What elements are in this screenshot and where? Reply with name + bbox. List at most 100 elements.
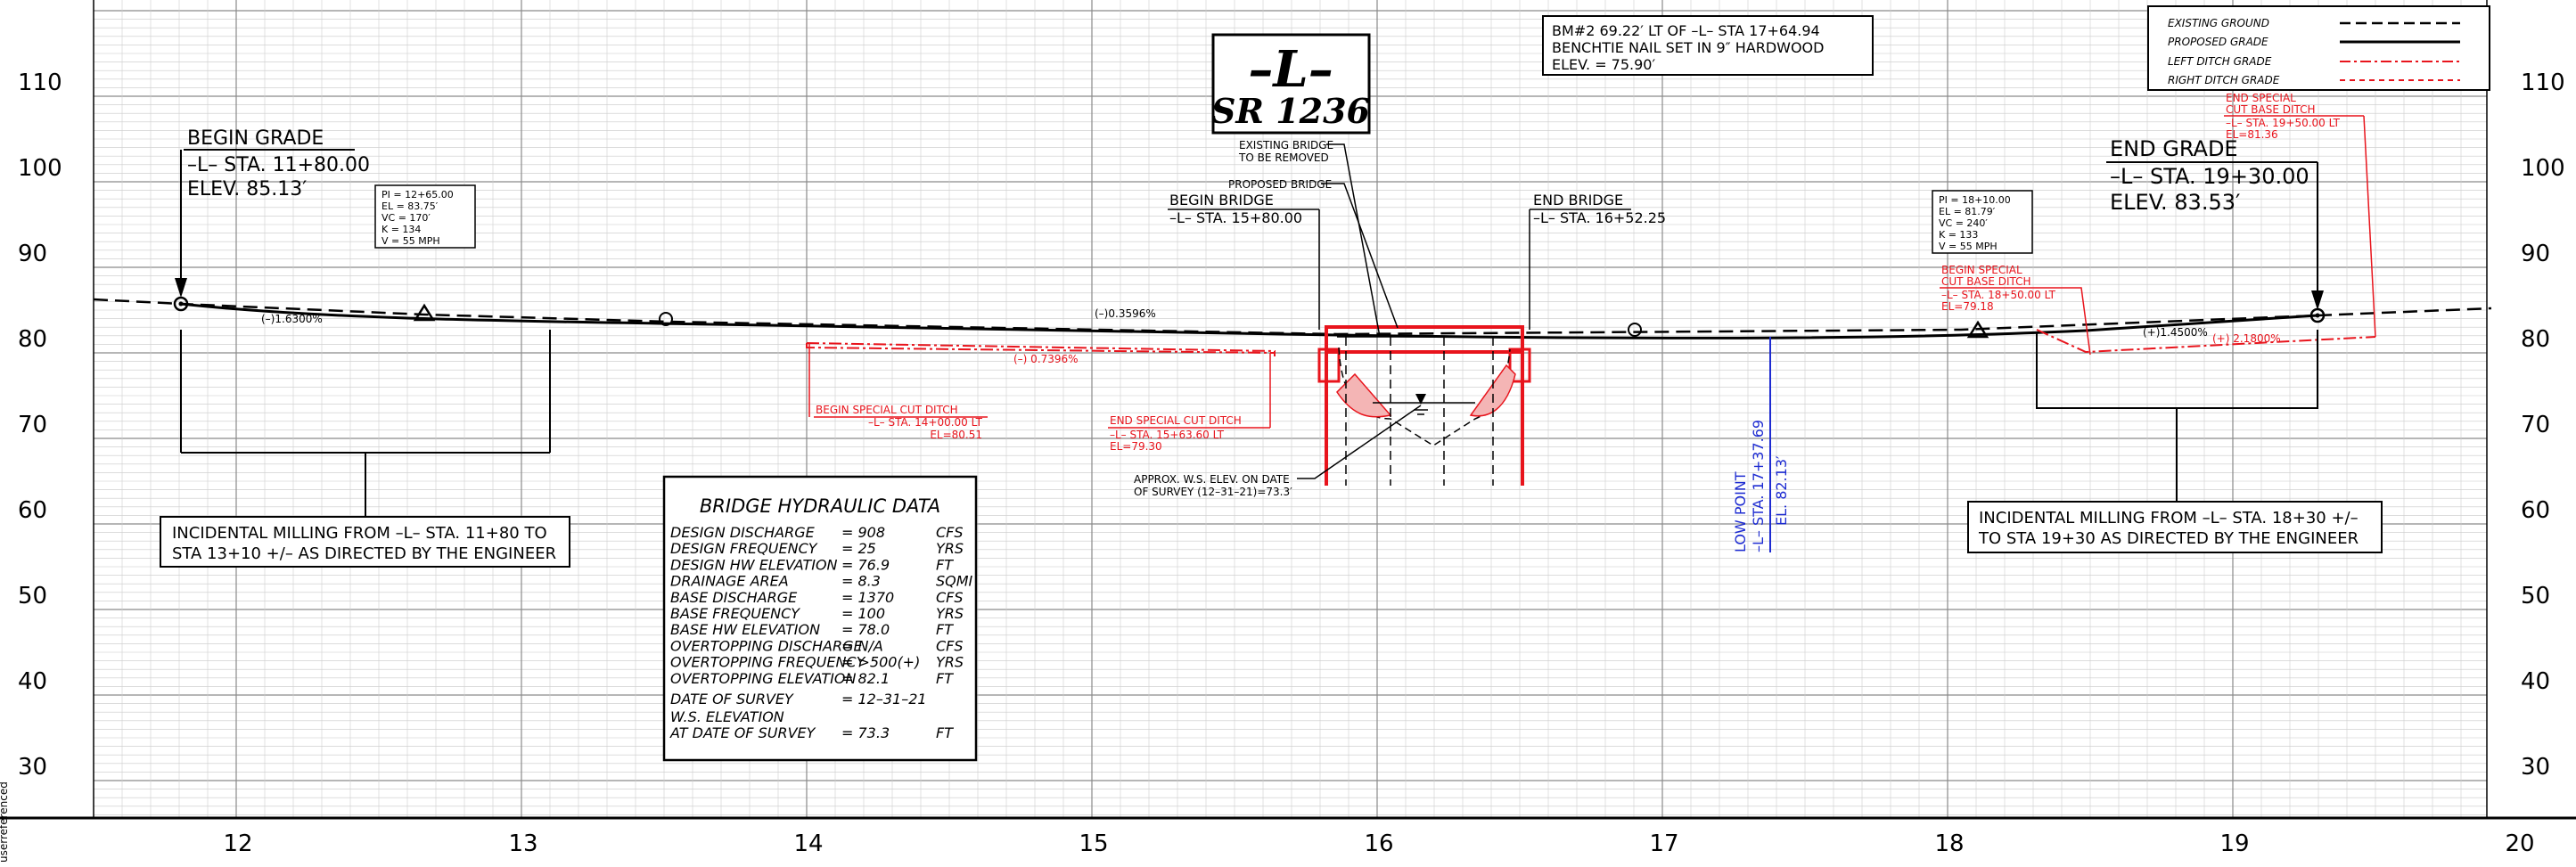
elevation-tick-label: 80 xyxy=(18,326,47,353)
existing-bridge-line-2: TO BE REMOVED xyxy=(1238,151,1329,164)
benchmark-box: BM#2 69.22′ LT OF –L– STA 17+64.94 BENCH… xyxy=(1542,15,1874,76)
hydraulic-row-label: DESIGN FREQUENCY xyxy=(670,540,818,557)
proposed-bridge-label: PROPOSED BRIDGE xyxy=(1228,178,1332,191)
hydraulic-row-value: = 1370 xyxy=(841,589,894,606)
end-bridge-title: END BRIDGE xyxy=(1533,192,1623,209)
hydraulic-row-unit: YRS xyxy=(936,540,964,557)
elevation-tick-label: 100 xyxy=(18,155,62,182)
low-point-line-2: –L– STA. 17+37.69 xyxy=(1750,420,1767,552)
grade-middle-label: (–)0.3596% xyxy=(1095,307,1156,320)
title-line-1: –L– xyxy=(1248,40,1333,99)
hydraulic-row-unit: FT xyxy=(936,670,954,687)
existing-ground-line xyxy=(93,298,2492,336)
low-point-line-3: EL. 82.13′ xyxy=(1773,455,1790,526)
milling-right-line-1: INCIDENTAL MILLING FROM –L– STA. 18+30 +… xyxy=(1979,509,2359,528)
elevation-tick-label: 70 xyxy=(18,412,47,438)
vc-info-line: V = 55 MPH xyxy=(381,235,440,247)
bridge-labels: EXISTING BRIDGE TO BE REMOVED PROPOSED B… xyxy=(1134,139,1666,498)
milling-left-line-1: INCIDENTAL MILLING FROM –L– STA. 11+80 T… xyxy=(172,524,547,543)
begin-base-ditch-line-1: BEGIN SPECIAL xyxy=(1941,264,2022,276)
hydraulic-row-value: = 82.1 xyxy=(841,670,890,687)
station-tick-label: 17 xyxy=(1649,830,1678,857)
station-tick-label: 16 xyxy=(1364,830,1393,857)
station-axis: 12 13 14 15 16 17 18 19 20 xyxy=(223,830,2534,857)
station-tick-label: 15 xyxy=(1079,830,1108,857)
elevation-tick-label: 30 xyxy=(18,754,47,781)
benchmark-line-3: ELEV. = 75.90′ xyxy=(1552,56,1655,73)
hydraulic-row-value: = N/A xyxy=(841,637,883,654)
ws-elevation-unit: FT xyxy=(936,724,954,741)
title-line-2: SR 1236 xyxy=(1211,91,1370,131)
begin-base-ditch-line-3: –L– STA. 18+50.00 LT xyxy=(1941,289,2056,301)
vpi-right-triangle-icon xyxy=(1966,320,1989,339)
ws-elevation-value: = 73.3 xyxy=(841,724,890,741)
end-grade-callout: END GRADE –L– STA. 19+30.00 ELEV. 83.53′ xyxy=(2106,136,2324,310)
hydraulic-row-label: DRAINAGE AREA xyxy=(670,573,789,590)
vc-info-line: PI = 18+10.00 xyxy=(1939,194,2011,206)
ws-elevation-label-1: W.S. ELEVATION xyxy=(670,708,784,725)
vc-info-line: K = 134 xyxy=(381,224,421,235)
elevation-tick-label: 110 xyxy=(18,70,62,96)
end-base-ditch-line-2: CUT BASE DITCH xyxy=(2226,103,2316,116)
hydraulic-row-unit: FT xyxy=(936,556,954,573)
title-box: –L– SR 1236 xyxy=(1211,33,1371,135)
ws-elevation-label-2: AT DATE OF SURVEY xyxy=(669,724,816,741)
station-tick-label: 18 xyxy=(1934,830,1964,857)
hydraulic-row-label: OVERTOPPING DISCHARGE xyxy=(670,637,863,654)
station-tick-label: 14 xyxy=(793,830,823,857)
milling-right-callout: INCIDENTAL MILLING FROM –L– STA. 18+30 +… xyxy=(1967,330,2383,553)
hydraulic-row-label: DESIGN HW ELEVATION xyxy=(670,556,838,573)
end-grade-title: END GRADE xyxy=(2110,136,2238,161)
low-point-line-1: LOW POINT xyxy=(1732,471,1749,552)
low-point-callout: LOW POINT –L– STA. 17+37.69 EL. 82.13′ xyxy=(1732,337,1790,552)
legend-right-ditch-label: RIGHT DITCH GRADE xyxy=(2168,74,2280,86)
elevation-tick-label: 30 xyxy=(2521,754,2550,781)
vc-info-line: VC = 240′ xyxy=(1939,217,1988,229)
begin-bridge-station: –L– STA. 15+80.00 xyxy=(1169,209,1302,226)
ws-elev-line-1: APPROX. W.S. ELEV. ON DATE xyxy=(1134,473,1290,486)
legend-box: EXISTING GROUND PROPOSED GRADE LEFT DITC… xyxy=(2147,5,2490,91)
hydraulic-title: BRIDGE HYDRAULIC DATA xyxy=(700,495,940,517)
hydraulic-row-label: DESIGN DISCHARGE xyxy=(670,524,816,541)
begin-grade-callout: BEGIN GRADE –L– STA. 11+80.00 ELEV. 85.1… xyxy=(175,127,370,298)
benchmark-line-2: BENCHTIE NAIL SET IN 9″ HARDWOOD xyxy=(1552,39,1824,56)
end-grade-elev: ELEV. 83.53′ xyxy=(2110,190,2240,215)
side-username-text: userreferenced xyxy=(0,781,10,863)
right-ditch-base-line xyxy=(2036,329,2376,354)
end-cut-ditch-elev: EL=79.30 xyxy=(1110,440,1162,453)
existing-bridge-line-1: EXISTING BRIDGE xyxy=(1239,139,1333,151)
station-tick-label: 19 xyxy=(2219,830,2249,857)
hydraulic-row-value: = 8.3 xyxy=(841,573,881,590)
elevation-tick-label: 100 xyxy=(2521,155,2565,182)
elevation-axis-left: 110 100 90 80 70 60 50 40 30 xyxy=(18,70,62,781)
begin-grade-title: BEGIN GRADE xyxy=(187,127,324,150)
end-base-ditch-line-3: –L– STA. 19+50.00 LT xyxy=(2226,117,2341,129)
begin-base-ditch-line-4: EL=79.18 xyxy=(1941,300,1994,313)
hydraulic-row-value: = 76.9 xyxy=(841,556,890,573)
elevation-tick-label: 90 xyxy=(2521,241,2550,267)
elevation-tick-label: 80 xyxy=(2521,326,2550,353)
vc-point-icon xyxy=(659,312,673,326)
grade-right-ditch-label: (+) 2.1800% xyxy=(2212,332,2281,345)
water-surface-icon xyxy=(1415,394,1426,405)
begin-bridge-title: BEGIN BRIDGE xyxy=(1169,192,1274,209)
survey-date-label: DATE OF SURVEY xyxy=(670,691,794,708)
grade-right-label: (+)1.4500% xyxy=(2143,326,2208,339)
bridge-section xyxy=(1317,325,1531,486)
hydraulic-row-unit: CFS xyxy=(936,637,964,654)
hydraulic-row-value: = 100 xyxy=(841,605,885,622)
milling-right-line-2: TO STA 19+30 AS DIRECTED BY THE ENGINEER xyxy=(1978,529,2359,548)
elevation-tick-label: 50 xyxy=(2521,583,2550,609)
survey-date-value: = 12–31–21 xyxy=(841,691,927,708)
station-tick-label: 20 xyxy=(2505,830,2534,857)
elevation-tick-label: 90 xyxy=(18,241,47,267)
end-cut-ditch-title: END SPECIAL CUT DITCH xyxy=(1110,414,1242,427)
hydraulic-data-table: BRIDGE HYDRAULIC DATA DESIGN DISCHARGE = … xyxy=(662,475,978,762)
milling-left-line-2: STA 13+10 +/– AS DIRECTED BY THE ENGINEE… xyxy=(172,544,556,563)
milling-left-callout: INCIDENTAL MILLING FROM –L– STA. 11+80 T… xyxy=(160,330,570,568)
hydraulic-row-label: BASE FREQUENCY xyxy=(670,605,800,622)
elevation-tick-label: 40 xyxy=(2521,668,2550,695)
hydraulic-row-value: = >500(+) xyxy=(841,654,920,671)
